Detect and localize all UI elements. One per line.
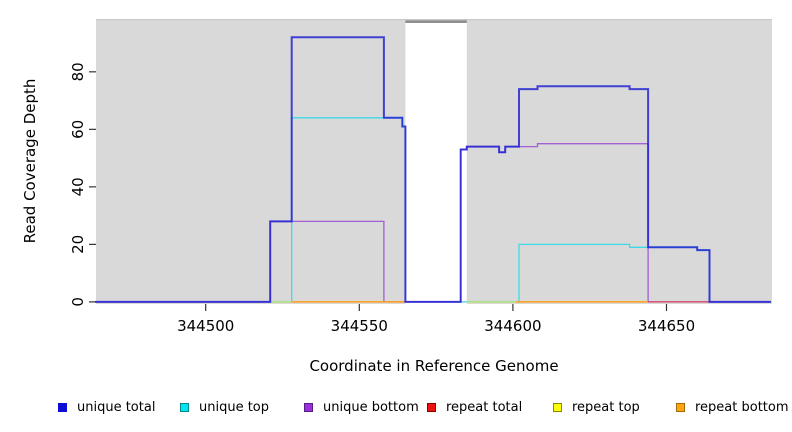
y-tick-label: 20	[69, 235, 87, 254]
y-tick-label: 0	[69, 297, 87, 307]
gap-region	[405, 23, 467, 304]
y-tick-label: 60	[69, 120, 87, 139]
panel-top-edge	[96, 19, 772, 21]
series-line-unique-total	[95, 36, 771, 303]
x-tick-label: 344600	[484, 317, 541, 335]
y-tick-label: 40	[69, 177, 87, 196]
x-tick-label: 344550	[331, 317, 388, 335]
x-tick-label: 344650	[638, 317, 695, 335]
gap-top-bar	[405, 20, 467, 23]
y-axis-title: Read Coverage Depth	[21, 78, 39, 244]
x-axis-title: Coordinate in Reference Genome	[309, 357, 559, 375]
y-tick-label: 80	[69, 62, 87, 81]
x-tick-label: 344500	[177, 317, 234, 335]
